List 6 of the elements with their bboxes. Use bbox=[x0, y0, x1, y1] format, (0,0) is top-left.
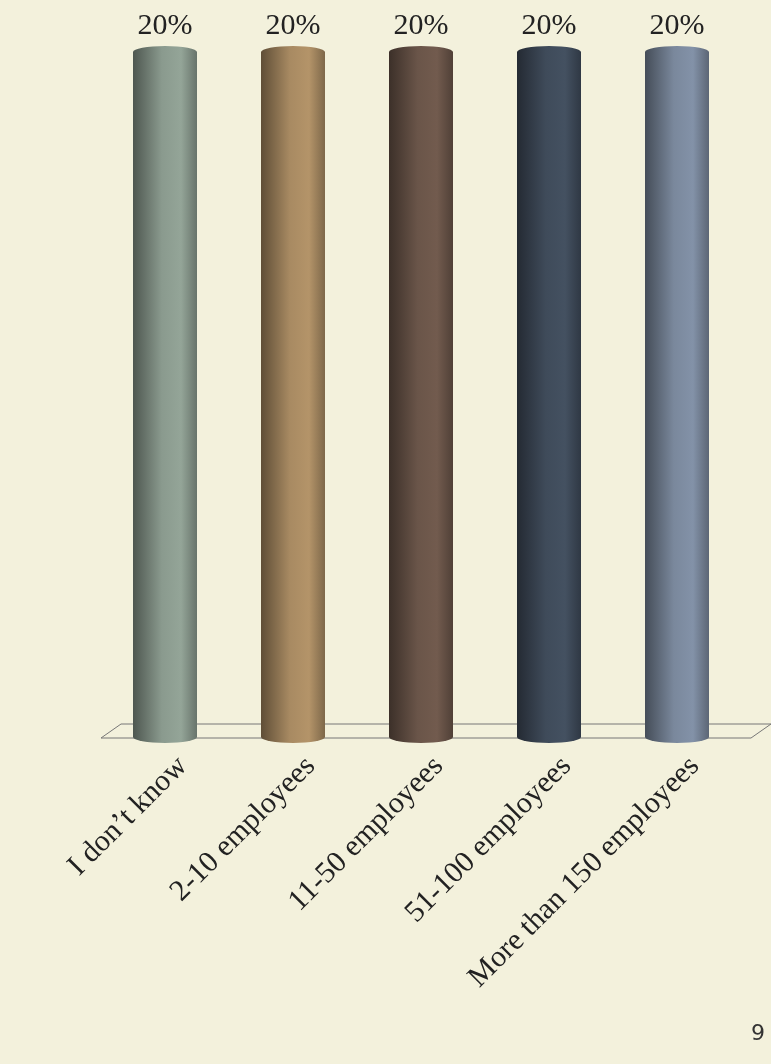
data-label: 20% bbox=[137, 7, 193, 40]
data-label: 20% bbox=[265, 7, 321, 40]
data-label: 20% bbox=[521, 7, 577, 40]
data-label: 20% bbox=[649, 7, 705, 40]
text: 9 bbox=[751, 1020, 765, 1045]
data-label: 20% bbox=[393, 7, 449, 40]
